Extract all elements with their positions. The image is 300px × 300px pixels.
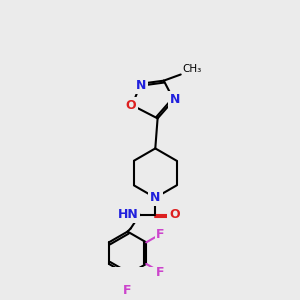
Text: N: N (150, 191, 160, 204)
Text: O: O (125, 99, 136, 112)
Text: HN: HN (118, 208, 139, 221)
Text: F: F (123, 284, 132, 297)
Text: F: F (156, 228, 164, 241)
Text: F: F (156, 266, 164, 278)
Text: N: N (136, 79, 146, 92)
Text: O: O (169, 208, 180, 221)
Text: N: N (170, 93, 181, 106)
Text: CH₃: CH₃ (182, 64, 202, 74)
